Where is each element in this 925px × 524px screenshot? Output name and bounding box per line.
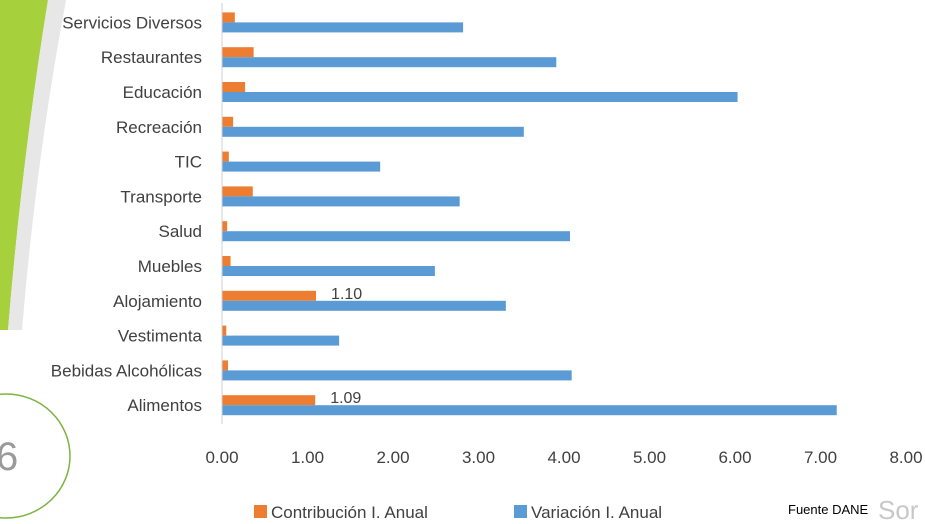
- bar-variacion-i-anual-muebles: [222, 266, 435, 276]
- category-label-transporte: Transporte: [120, 187, 202, 206]
- bar-variacion-i-anual-salud: [222, 231, 570, 242]
- x-tick-label: 3.00: [462, 448, 495, 467]
- bar-variacion-i-anual-tic: [222, 161, 381, 172]
- category-label-vestimenta: Vestimenta: [118, 327, 203, 346]
- source-note: Fuente DANE: [788, 502, 869, 517]
- bar-contribucion-i-anual-alimentos: [222, 395, 316, 406]
- bar-contribucion-i-anual-salud: [222, 221, 228, 232]
- category-label-servicios-diversos: Servicios Diversos: [62, 13, 202, 32]
- category-label-salud: Salud: [159, 222, 202, 241]
- bar-variacion-i-anual-servicios-diversos: [222, 22, 464, 33]
- category-label-tic: TIC: [175, 153, 202, 172]
- bar-variacion-i-anual-vestimenta: [222, 335, 340, 346]
- bar-contribucion-i-anual-muebles: [222, 256, 231, 266]
- x-tick-label: 1.00: [291, 448, 324, 467]
- category-label-recreacion: Recreación: [116, 118, 202, 137]
- bar-contribucion-i-anual-alojamiento: [222, 290, 317, 301]
- x-tick-label: 4.00: [547, 448, 580, 467]
- legend-label-contribucion: Contribución I. Anual: [271, 503, 428, 522]
- bar-variacion-i-anual-alojamiento: [222, 300, 506, 311]
- x-tick-label: 2.00: [376, 448, 409, 467]
- x-tick-label: 8.00: [889, 448, 922, 467]
- green-accent-shape: [0, 0, 48, 330]
- x-tick-label: 6.00: [718, 448, 751, 467]
- category-label-restaurantes: Restaurantes: [101, 48, 202, 67]
- category-label-alimentos: Alimentos: [127, 396, 202, 415]
- bar-contribucion-i-anual-educacion: [222, 82, 246, 92]
- bar-variacion-i-anual-alimentos: [222, 405, 837, 416]
- bar-variacion-i-anual-bebidas-alcoholicas: [222, 370, 572, 381]
- page-number: 6: [0, 435, 18, 479]
- legend-swatch-variacion: [514, 505, 527, 518]
- bar-contribucion-i-anual-transporte: [222, 186, 253, 197]
- category-label-alojamiento: Alojamiento: [113, 292, 202, 311]
- category-label-muebles: Muebles: [138, 257, 202, 276]
- watermark-text: Sor: [878, 495, 919, 524]
- bar-contribucion-i-anual-bebidas-alcoholicas: [222, 360, 228, 371]
- category-label-bebidas-alcoholicas: Bebidas Alcohólicas: [51, 361, 202, 380]
- bar-variacion-i-anual-recreacion: [222, 126, 524, 137]
- category-label-educacion: Educación: [123, 83, 202, 102]
- x-tick-label: 0.00: [205, 448, 238, 467]
- data-label-alimentos: 1.09: [330, 390, 361, 407]
- page-number-circle: [0, 393, 71, 519]
- bar-variacion-i-anual-restaurantes: [222, 57, 557, 68]
- legend-label-variacion: Variación I. Anual: [531, 503, 662, 522]
- bar-contribucion-i-anual-restaurantes: [222, 47, 254, 58]
- x-tick-label: 5.00: [633, 448, 666, 467]
- bar-variacion-i-anual-transporte: [222, 196, 460, 207]
- bar-variacion-i-anual-educacion: [222, 92, 738, 102]
- bar-contribucion-i-anual-vestimenta: [222, 325, 227, 336]
- bar-contribucion-i-anual-servicios-diversos: [222, 12, 235, 23]
- bar-contribucion-i-anual-tic: [222, 151, 229, 162]
- data-label-alojamiento: 1.10: [331, 286, 362, 303]
- gray-accent-shape: [8, 0, 66, 330]
- bar-contribucion-i-anual-recreacion: [222, 116, 234, 127]
- x-tick-label: 7.00: [804, 448, 837, 467]
- legend-swatch-contribucion: [254, 505, 267, 518]
